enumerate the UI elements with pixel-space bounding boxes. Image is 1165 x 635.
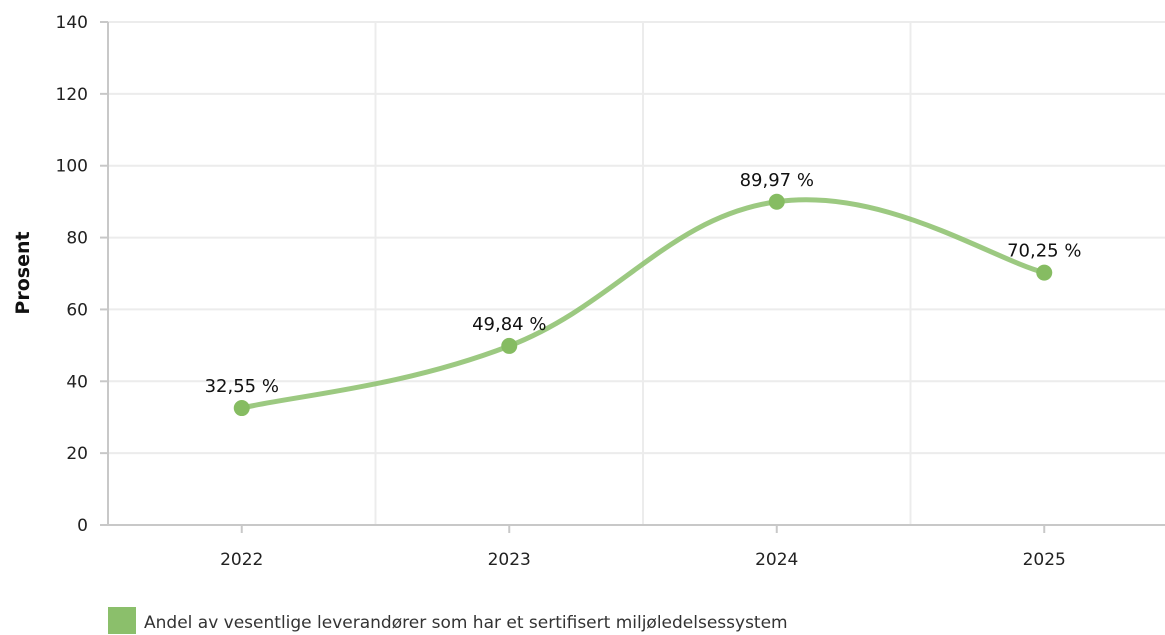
y-tick-label: 140 — [56, 13, 88, 33]
x-tick-label: 2022 — [220, 550, 263, 570]
data-point — [1036, 264, 1053, 281]
y-tick-label: 100 — [56, 157, 88, 177]
axes — [107, 22, 1165, 526]
y-tick-label: 0 — [77, 516, 88, 536]
series-line — [239, 197, 1047, 411]
y-tick-labels: 0 20 40 60 80 100 120 140 — [56, 13, 108, 536]
data-label: 32,55 % — [205, 376, 279, 397]
grid-lines — [108, 21, 1165, 525]
x-tick-labels: 2022 2023 2024 2025 — [220, 525, 1066, 570]
x-tick-label: 2024 — [755, 550, 798, 570]
data-labels: 32,55 % 49,84 % 89,97 % 70,25 % — [205, 170, 1082, 397]
legend-swatch — [108, 607, 136, 634]
y-tick-label: 20 — [66, 444, 88, 464]
data-label: 89,97 % — [740, 170, 814, 191]
data-label: 70,25 % — [1007, 241, 1081, 262]
y-tick-label: 80 — [66, 229, 88, 249]
legend-label: Andel av vesentlige leverandører som har… — [144, 613, 788, 633]
y-tick-label: 60 — [66, 300, 88, 320]
legend: Andel av vesentlige leverandører som har… — [108, 607, 788, 634]
x-tick-label: 2023 — [488, 550, 531, 570]
series-layer — [233, 193, 1053, 417]
data-point — [501, 337, 518, 354]
data-point — [768, 193, 785, 210]
data-label: 49,84 % — [472, 314, 546, 335]
y-tick-label: 120 — [56, 85, 88, 105]
y-tick-label: 40 — [66, 372, 88, 392]
y-axis-title: Prosent — [12, 231, 34, 314]
data-point — [233, 400, 250, 417]
x-tick-label: 2025 — [1023, 550, 1066, 570]
